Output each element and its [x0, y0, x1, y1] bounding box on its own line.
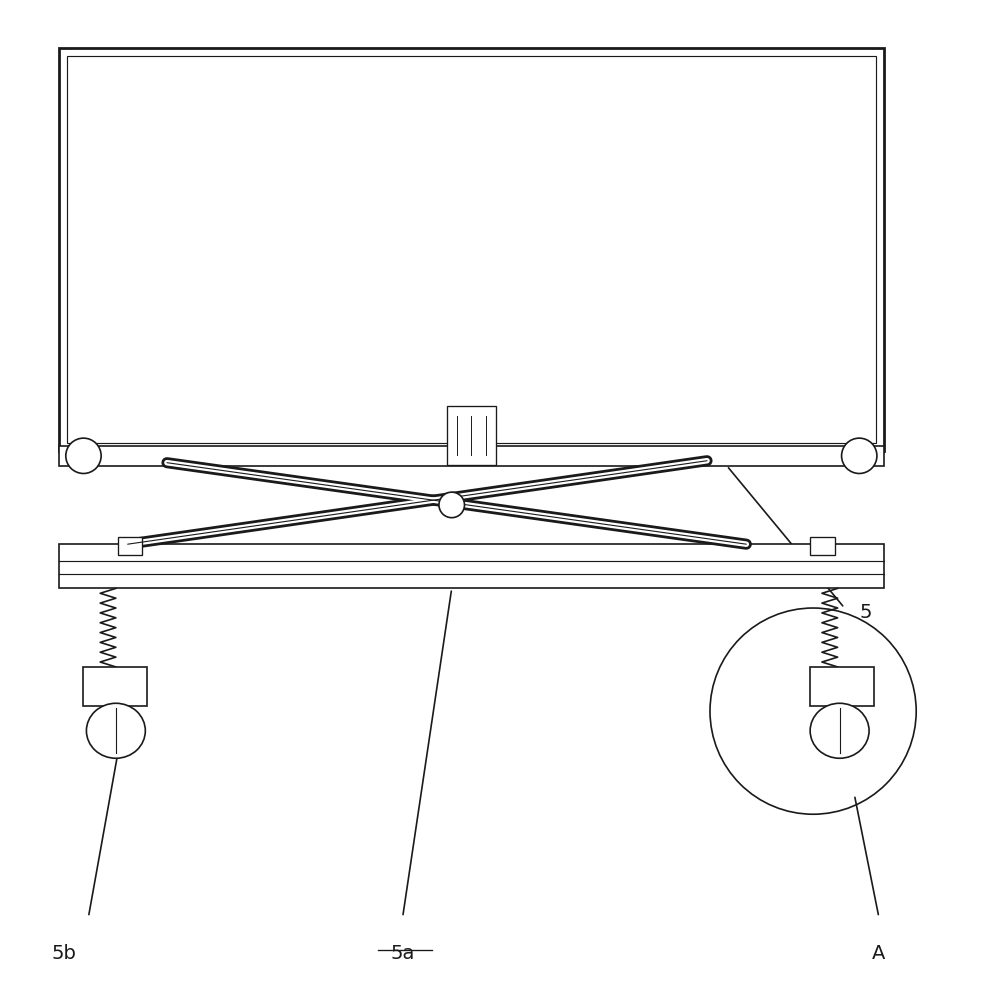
Bar: [447, 406, 496, 465]
Circle shape: [842, 438, 877, 473]
Bar: [810, 537, 835, 555]
Circle shape: [439, 492, 464, 518]
Circle shape: [66, 438, 101, 473]
Ellipse shape: [810, 703, 869, 758]
Bar: [59, 544, 884, 588]
Bar: [59, 446, 884, 466]
Bar: [118, 537, 142, 555]
Text: 5b: 5b: [51, 944, 77, 963]
Ellipse shape: [86, 703, 145, 758]
Text: 5a: 5a: [391, 944, 414, 963]
Bar: [810, 667, 874, 706]
Text: A: A: [872, 944, 886, 963]
Bar: [83, 667, 147, 706]
Bar: [67, 56, 876, 443]
Bar: [59, 48, 884, 451]
Text: 5: 5: [859, 603, 872, 622]
